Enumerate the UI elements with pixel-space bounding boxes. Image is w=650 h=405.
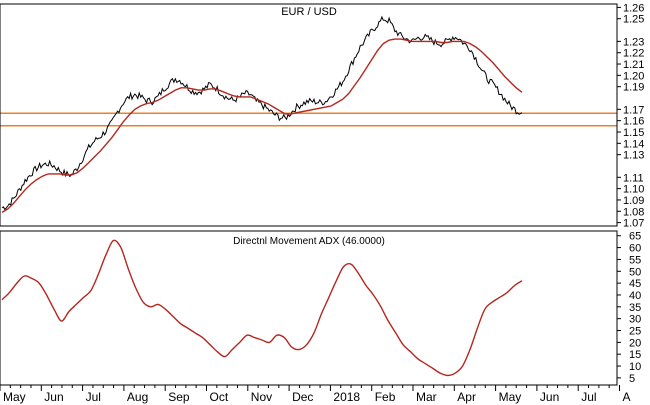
price-panel-frame bbox=[0, 3, 618, 227]
adx-line bbox=[1, 239, 523, 377]
adx-y-tick-label: 45 bbox=[629, 278, 641, 290]
price-panel: 1.261.25 1.231.221.211.201.19 1.171.161.15… bbox=[0, 2, 644, 230]
adx-y-tick-label: 25 bbox=[629, 326, 641, 338]
price-y-tick-label: 1.07 bbox=[623, 218, 644, 230]
x-tick-label: Feb bbox=[375, 390, 396, 404]
x-tick-label: Oct bbox=[210, 390, 229, 404]
price-y-tick-label: 1.23 bbox=[623, 36, 644, 48]
price-y-tick-label: 1.20 bbox=[623, 70, 644, 82]
adx-chart-title: Directnl Movement ADX (46.0000) bbox=[233, 236, 385, 247]
x-tick-label: Mar bbox=[416, 390, 437, 404]
price-y-tick-label: 1.14 bbox=[623, 138, 644, 150]
x-tick-label: 2018 bbox=[333, 390, 360, 404]
eurusd-price-line bbox=[1, 15, 523, 211]
x-tick-label: Dec bbox=[292, 390, 313, 404]
adx-y-tick-label: 50 bbox=[629, 266, 641, 278]
adx-y-tick-label: 60 bbox=[629, 243, 641, 255]
price-y-tick-label: 1.13 bbox=[623, 150, 644, 162]
adx-panel-frame bbox=[0, 230, 618, 386]
x-tick-label: Aug bbox=[127, 390, 148, 404]
x-tick-label: Jun bbox=[44, 390, 63, 404]
adx-y-tick-label: 20 bbox=[629, 337, 641, 349]
moving-average-line bbox=[1, 38, 523, 214]
x-tick-label: May bbox=[499, 390, 522, 404]
x-axis: May Jun Jul Aug Sep Oct Nov Dec 2018 Feb Mar Apr May… bbox=[0, 385, 631, 404]
price-y-tick-label: 1.22 bbox=[623, 48, 644, 60]
x-tick-label: Nov bbox=[251, 390, 272, 404]
adx-y-tick-label: 55 bbox=[629, 254, 641, 266]
x-tick-label: May bbox=[3, 390, 26, 404]
adx-y-tick-label: 30 bbox=[629, 314, 641, 326]
price-plot-area bbox=[0, 4, 617, 226]
adx-y-tick-label: 40 bbox=[629, 290, 641, 302]
adx-y-tick-label: 35 bbox=[629, 302, 641, 314]
price-chart-title: EUR / USD bbox=[281, 6, 337, 18]
price-y-tick-label: 1.15 bbox=[623, 127, 644, 139]
price-y-tick-label: 1.16 bbox=[623, 116, 644, 128]
adx-y-tick-label: 65 bbox=[629, 231, 641, 243]
price-y-tick-label: 1.10 bbox=[623, 184, 644, 196]
adx-y-tick-label: 15 bbox=[629, 349, 641, 361]
x-tick-label: Jul bbox=[86, 390, 101, 404]
price-y-tick-label: 1.19 bbox=[623, 82, 644, 94]
x-tick-label: A bbox=[623, 390, 631, 404]
x-tick-label: Jul bbox=[581, 390, 596, 404]
price-y-tick-label: 1.26 bbox=[623, 2, 644, 14]
x-tick-label: Apr bbox=[457, 390, 476, 404]
price-y-tick-label: 1.17 bbox=[623, 104, 644, 116]
price-y-tick-label: 1.25 bbox=[623, 14, 644, 26]
price-y-tick-label: 1.21 bbox=[623, 59, 644, 71]
price-y-tick-label: 1.09 bbox=[623, 195, 644, 207]
x-tick-label: Jun bbox=[540, 390, 559, 404]
x-tick-label: Sep bbox=[168, 390, 190, 404]
adx-y-tick-label: 5 bbox=[629, 373, 635, 385]
adx-y-tick-label: 10 bbox=[629, 361, 641, 373]
price-y-tick-label: 1.11 bbox=[623, 172, 644, 184]
price-y-tick-label: 1.08 bbox=[623, 206, 644, 218]
